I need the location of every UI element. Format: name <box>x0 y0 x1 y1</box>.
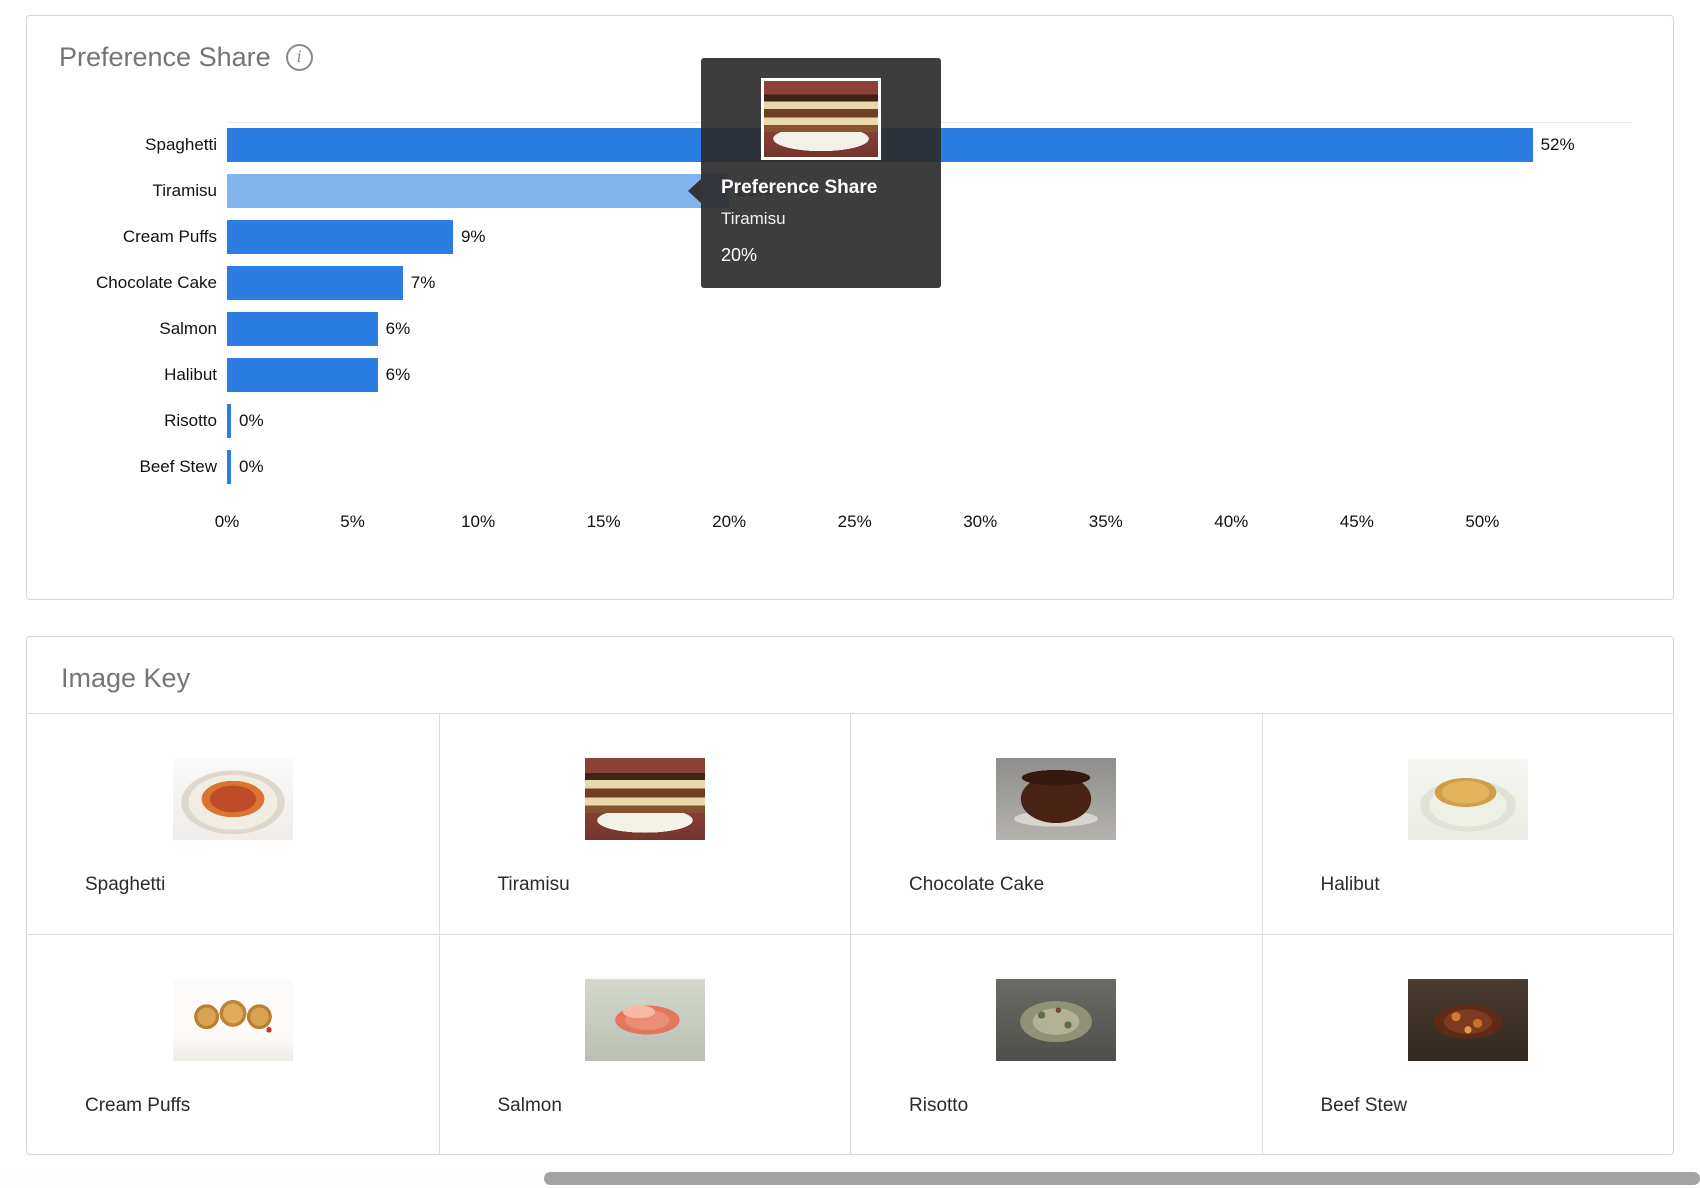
category-label: Tiramisu <box>152 181 217 200</box>
tiramisu-image <box>584 758 705 840</box>
preference-share-panel: Preference Share i Spaghetti 52% Tiramisu 2… <box>26 15 1674 600</box>
value-label: 0% <box>239 457 264 476</box>
bar-row-risotto: Risotto 0% <box>27 398 1633 444</box>
spaghetti-image <box>172 758 293 840</box>
category-label: Salmon <box>159 319 217 338</box>
tooltip-arrow-icon <box>688 179 701 203</box>
x-axis-tick: 30% <box>963 512 998 531</box>
image-key-label: Halibut <box>1320 874 1380 895</box>
category-label: Chocolate Cake <box>96 273 217 292</box>
image-key-label: Chocolate Cake <box>909 874 1045 895</box>
value-label: 52% <box>1540 135 1575 154</box>
image-key-cell-risotto: Risotto <box>850 934 1262 1154</box>
bar-track: 0% <box>227 398 1633 444</box>
image-key-title: Image Key <box>61 663 191 693</box>
image-key-panel: Image Key Spaghetti Tiramisu Chocolate Cak… <box>26 636 1674 1155</box>
image-key-grid: Spaghetti Tiramisu Chocolate Cake Halibut Cr… <box>27 714 1673 1154</box>
bar-track: 9% <box>227 214 1633 260</box>
tooltip-category: Tiramisu <box>721 209 786 228</box>
image-key-cell-spaghetti: Spaghetti <box>27 714 439 934</box>
value-label: 0% <box>239 411 264 430</box>
image-key-header: Image Key <box>27 637 1673 714</box>
chocolate-cake-image <box>996 758 1117 840</box>
image-key-cell-tiramisu: Tiramisu <box>438 714 851 934</box>
bar-track: 0% <box>227 444 1633 490</box>
value-label: 7% <box>410 273 436 292</box>
value-label: 9% <box>460 227 486 246</box>
preference-share-header: Preference Share i <box>27 16 1673 72</box>
horizontal-scrollbar <box>0 1168 1700 1188</box>
bar-cream-puffs[interactable] <box>227 220 453 254</box>
image-key-cell-halibut: Halibut <box>1261 714 1674 934</box>
bar-row-salmon: Salmon 6% <box>27 306 1633 352</box>
risotto-image <box>996 979 1117 1061</box>
image-key-label: Spaghetti <box>85 874 166 895</box>
bar-row-halibut: Halibut 6% <box>27 352 1633 398</box>
category-label: Spaghetti <box>145 135 217 154</box>
bar-beef-stew[interactable] <box>227 450 231 484</box>
preference-share-title: Preference Share <box>59 42 271 72</box>
halibut-image <box>1407 758 1528 840</box>
chart-tooltip: Preference Share Tiramisu 20% <box>688 58 941 288</box>
bar-track: 6% <box>227 306 1633 352</box>
bar-row-cream-puffs: Cream Puffs 9% <box>27 214 1633 260</box>
bar-row-beef-stew: Beef Stew 0% <box>27 444 1633 490</box>
tooltip-value: 20% <box>721 245 758 265</box>
x-axis-tick: 0% <box>214 512 240 531</box>
x-axis-tick: 45% <box>1339 512 1374 531</box>
value-label: 6% <box>385 319 411 338</box>
category-label: Beef Stew <box>139 457 218 476</box>
image-key-label: Cream Puffs <box>85 1095 191 1116</box>
x-axis-tick: 40% <box>1214 512 1249 531</box>
image-key-label: Risotto <box>909 1095 969 1116</box>
x-axis-tick: 5% <box>340 512 365 531</box>
x-axis-tick: 25% <box>837 512 872 531</box>
category-label: Risotto <box>164 411 217 430</box>
bar-chocolate-cake[interactable] <box>227 266 403 300</box>
image-key-label: Beef Stew <box>1320 1095 1408 1116</box>
image-key-cell-cream-puffs: Cream Puffs <box>27 934 439 1154</box>
image-key-label: Tiramisu <box>497 874 570 895</box>
x-axis-tick: 35% <box>1088 512 1123 531</box>
x-axis: 0% 5% 10% 15% 20% 25% 30% 35% 40% 45% 50% <box>215 504 1633 550</box>
x-axis-tick: 15% <box>586 512 621 531</box>
bar-track: 7% <box>227 260 1633 306</box>
report-page: Preference Share i Spaghetti 52% Tiramisu 2… <box>26 15 1674 1155</box>
tooltip-food-image <box>761 78 881 160</box>
x-axis-tick: 50% <box>1465 512 1500 531</box>
tooltip-title: Preference Share <box>721 177 878 198</box>
bar-halibut[interactable] <box>227 358 378 392</box>
cream-puffs-image <box>172 979 293 1061</box>
x-axis-tick: 20% <box>712 512 747 531</box>
bar-tiramisu[interactable] <box>227 174 730 208</box>
horizontal-scrollbar-thumb[interactable] <box>544 1172 1700 1185</box>
x-axis-tick: 10% <box>461 512 496 531</box>
category-label: Halibut <box>164 365 217 384</box>
bar-salmon[interactable] <box>227 312 378 346</box>
bar-row-chocolate-cake: Chocolate Cake 7% <box>27 260 1633 306</box>
salmon-image <box>584 979 705 1061</box>
beef-stew-image <box>1407 979 1528 1061</box>
category-label: Cream Puffs <box>122 227 217 246</box>
image-key-cell-beef-stew: Beef Stew <box>1261 934 1673 1154</box>
image-key-cell-chocolate-cake: Chocolate Cake <box>850 714 1262 934</box>
info-icon[interactable]: i <box>285 43 313 71</box>
image-key-label: Salmon <box>497 1095 562 1116</box>
value-label: 6% <box>385 365 411 384</box>
bar-risotto[interactable] <box>227 404 231 438</box>
image-key-cell-salmon: Salmon <box>438 934 850 1154</box>
bar-track: 6% <box>227 352 1633 398</box>
